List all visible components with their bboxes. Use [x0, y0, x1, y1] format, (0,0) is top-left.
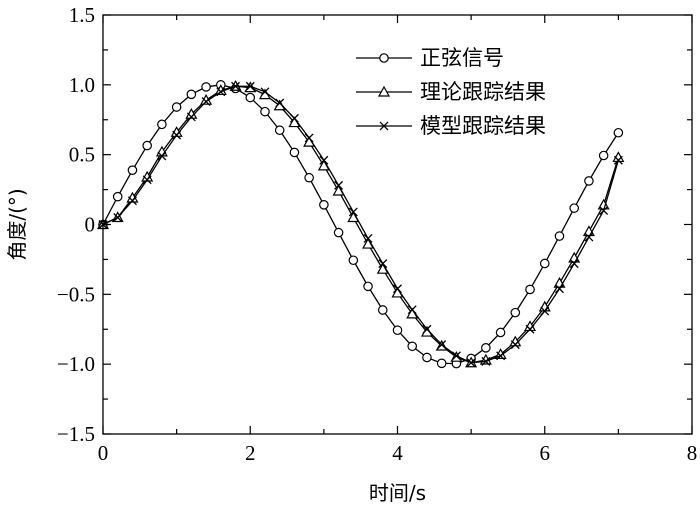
data-point	[157, 119, 167, 130]
legend-marker	[377, 85, 391, 97]
data-point	[142, 175, 152, 185]
data-point	[378, 259, 388, 269]
series-circle	[98, 80, 624, 369]
data-point	[112, 191, 123, 202]
y-axis-title: 角度/(°)	[5, 188, 29, 260]
series-x	[98, 81, 623, 368]
y-tick-label: 1.5	[69, 3, 95, 27]
data-point	[554, 231, 565, 241]
data-point	[127, 165, 138, 175]
legend-label: 模型跟踪结果	[420, 114, 546, 138]
axes-frame	[102, 14, 693, 435]
legend-item: 理论跟踪结果	[356, 80, 546, 104]
data-point	[481, 356, 491, 366]
data-point	[555, 284, 564, 294]
data-point	[113, 213, 123, 222]
data-point	[466, 358, 476, 368]
data-point	[127, 196, 137, 206]
data-point	[142, 140, 152, 151]
data-point	[451, 351, 461, 361]
data-point	[333, 227, 344, 238]
data-point	[510, 307, 521, 318]
data-point	[260, 87, 270, 97]
data-point	[584, 176, 594, 186]
data-point	[437, 340, 447, 350]
data-point	[422, 324, 432, 334]
data-point	[613, 155, 623, 165]
data-point	[201, 97, 211, 107]
axes	[102, 14, 693, 435]
data-point	[216, 87, 226, 97]
x-tick-label: 6	[540, 441, 551, 465]
legend-label: 正弦信号	[420, 46, 504, 70]
y-tick-label: −0.5	[57, 282, 95, 306]
data-point	[525, 324, 535, 334]
legend-item: 模型跟踪结果	[356, 114, 546, 138]
data-point	[304, 172, 314, 183]
data-point	[525, 284, 535, 295]
data-point	[289, 147, 300, 158]
data-point	[569, 203, 579, 213]
data-point	[393, 284, 402, 294]
data-point	[481, 343, 491, 353]
data-point	[201, 82, 211, 92]
data-point	[422, 352, 432, 363]
plot-area	[96, 79, 625, 369]
data-point	[363, 281, 373, 292]
data-point	[157, 151, 167, 161]
x-tick-label: 0	[98, 441, 109, 465]
data-point	[407, 341, 418, 352]
data-point	[539, 258, 550, 269]
data-point	[599, 206, 609, 215]
data-point	[245, 81, 255, 91]
data-point	[540, 306, 550, 316]
y-tick-label: −1.5	[57, 422, 95, 446]
data-point	[186, 89, 197, 100]
data-point	[319, 200, 329, 210]
y-axis-ticks: 1.5 1.0 0.5 0 −0.5 −1.0 −1.5	[57, 3, 692, 446]
data-point	[319, 155, 329, 165]
y-tick-label: 1.0	[69, 73, 95, 97]
data-point	[348, 207, 358, 217]
data-point	[231, 81, 240, 91]
data-point	[569, 259, 579, 269]
legend-label: 理论跟踪结果	[420, 80, 546, 104]
data-point	[172, 130, 182, 140]
data-point	[436, 358, 447, 369]
data-point	[392, 325, 403, 336]
data-point	[598, 150, 609, 161]
data-point	[245, 92, 256, 103]
data-point	[304, 133, 314, 143]
x-axis-ticks: 0 2 4 6 8	[98, 15, 698, 465]
legend-marker	[379, 121, 389, 131]
data-point	[171, 102, 182, 112]
data-point	[495, 327, 506, 338]
data-point	[348, 255, 359, 266]
y-tick-label: 0.5	[69, 143, 95, 167]
data-point	[377, 305, 388, 315]
legend-item: 正弦信号	[356, 46, 504, 70]
data-point	[613, 127, 624, 138]
data-point	[510, 340, 520, 350]
x-tick-label: 2	[245, 441, 256, 465]
data-point	[289, 113, 299, 123]
x-tick-label: 8	[687, 441, 698, 465]
data-point	[334, 180, 344, 190]
data-point	[496, 351, 506, 361]
data-point	[260, 106, 270, 117]
data-point	[407, 305, 417, 315]
data-point	[584, 232, 594, 242]
legend-marker	[379, 53, 389, 63]
data-point	[274, 125, 285, 136]
x-tick-label: 4	[392, 441, 403, 465]
y-tick-label: −1.0	[57, 352, 95, 376]
data-point	[186, 112, 196, 122]
data-point	[275, 98, 285, 108]
x-axis-title: 时间/s	[369, 481, 426, 505]
data-point	[363, 234, 373, 243]
y-tick-label: 0	[85, 213, 96, 237]
